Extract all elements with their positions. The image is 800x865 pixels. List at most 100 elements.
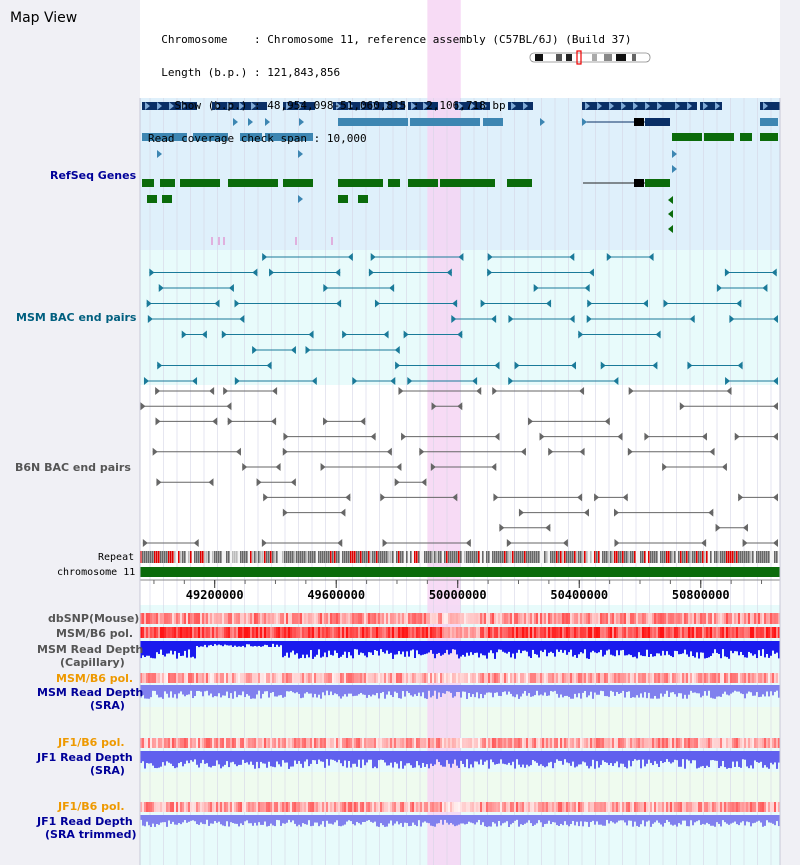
heat-cell xyxy=(154,802,156,812)
heat-cell xyxy=(314,738,316,748)
heat-cell xyxy=(722,802,724,812)
bac-end xyxy=(491,463,497,471)
depth-bar xyxy=(534,685,536,696)
heat-cell xyxy=(776,627,778,638)
depth-bar xyxy=(524,751,526,768)
heat-cell xyxy=(186,673,188,683)
depth-bar xyxy=(342,815,344,826)
depth-bar xyxy=(152,641,154,659)
track-label-msm-read-depth-capillary[interactable]: MSM Read Depth xyxy=(37,643,144,656)
depth-bar xyxy=(142,685,144,696)
track-label-msm-read-depth-sra[interactable]: MSM Read Depth xyxy=(37,686,144,699)
heat-cell xyxy=(770,627,772,638)
heat-cell xyxy=(706,802,708,812)
heat-cell xyxy=(676,802,678,812)
bac-end xyxy=(506,539,512,547)
depth-bar xyxy=(338,751,340,760)
strand-arrow xyxy=(657,102,662,110)
depth-bar xyxy=(716,815,718,823)
heat-cell xyxy=(314,627,316,638)
heat-cell xyxy=(566,673,568,683)
heat-cell xyxy=(500,738,502,748)
depth-bar xyxy=(448,685,450,692)
gene-feature xyxy=(228,179,278,187)
heat-cell xyxy=(672,673,674,683)
depth-bar xyxy=(558,685,560,698)
heat-cell xyxy=(514,613,516,624)
gene-feature xyxy=(338,195,348,203)
heat-cell xyxy=(350,738,352,748)
depth-bar xyxy=(518,641,520,650)
depth-bar xyxy=(502,641,504,652)
depth-bar xyxy=(366,751,368,763)
heat-cell xyxy=(722,613,724,624)
depth-bar xyxy=(440,641,442,656)
track-label-dbsnp[interactable]: dbSNP(Mouse) xyxy=(48,612,140,625)
depth-bar xyxy=(208,815,210,826)
depth-bar xyxy=(352,641,354,659)
heat-cell xyxy=(618,673,620,683)
strand-arrow xyxy=(633,102,638,110)
track-label-repeat[interactable]: Repeat xyxy=(98,552,135,563)
heat-cell xyxy=(604,627,606,638)
depth-bar xyxy=(654,685,656,696)
depth-bar xyxy=(622,641,624,650)
depth-bar xyxy=(592,641,594,651)
depth-bar xyxy=(234,751,236,765)
heat-cell xyxy=(590,613,592,624)
depth-bar xyxy=(556,685,558,694)
track-label-jf1-b6-pol-1[interactable]: JF1/B6 pol. xyxy=(58,736,125,749)
track-label-jf1-read-depth-1[interactable]: JF1 Read Depth xyxy=(37,751,133,764)
track-label-refseq[interactable]: RefSeq Genes xyxy=(50,169,137,182)
depth-bar xyxy=(412,641,414,650)
heat-cell xyxy=(324,802,326,812)
heat-cell xyxy=(696,802,698,812)
track-label-jf1-b6-pol-2[interactable]: JF1/B6 pol. xyxy=(58,800,125,813)
depth-bar xyxy=(764,685,766,697)
heat-cell xyxy=(500,802,502,812)
depth-bar xyxy=(776,641,778,653)
heat-cell xyxy=(606,627,608,638)
heat-cell xyxy=(374,613,376,624)
heat-cell xyxy=(540,738,542,748)
heat-cell xyxy=(246,738,248,748)
depth-bar xyxy=(664,685,666,694)
repeat-element xyxy=(678,551,680,563)
track-label-msm-bac[interactable]: MSM BAC end pairs xyxy=(16,311,137,324)
repeat-element xyxy=(574,551,576,563)
depth-bar xyxy=(248,685,250,696)
heat-cell xyxy=(144,627,146,638)
depth-bar xyxy=(216,685,218,697)
repeat-element xyxy=(526,551,528,563)
track-label-msm-b6-pol[interactable]: MSM/B6 pol. xyxy=(56,627,134,640)
depth-bar xyxy=(764,641,766,658)
bac-end xyxy=(546,299,552,308)
depth-bar xyxy=(232,815,234,824)
heat-cell xyxy=(216,673,218,683)
bac-end xyxy=(662,463,668,471)
heat-cell xyxy=(586,673,588,683)
heat-cell xyxy=(398,613,400,624)
depth-bar xyxy=(150,641,152,658)
depth-bar xyxy=(466,751,468,760)
heat-cell xyxy=(584,802,586,812)
track-label-b6n-bac[interactable]: B6N BAC end pairs xyxy=(15,461,131,474)
gene-feature xyxy=(142,179,154,187)
track-label-msm-b6-pol-sra[interactable]: MSM/B6 pol. xyxy=(56,672,134,685)
depth-bar xyxy=(280,641,282,646)
heat-cell xyxy=(756,738,758,748)
depth-bar xyxy=(674,641,676,651)
track-label-capillary: (Capillary) xyxy=(60,656,125,669)
track-label-jf1-read-depth-2[interactable]: JF1 Read Depth xyxy=(37,815,133,828)
depth-bar xyxy=(228,815,230,827)
depth-bar xyxy=(564,815,566,822)
heat-cell xyxy=(232,738,234,748)
heat-cell xyxy=(340,802,342,812)
heat-cell xyxy=(420,673,422,683)
heat-cell xyxy=(254,673,256,683)
heat-cell xyxy=(760,673,762,683)
depth-bar xyxy=(646,815,648,822)
depth-bar xyxy=(348,685,350,694)
depth-bar xyxy=(630,815,632,821)
